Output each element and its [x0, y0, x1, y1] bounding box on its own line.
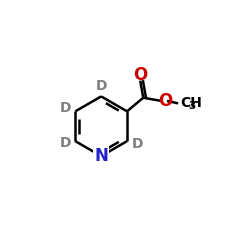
Text: CH: CH: [181, 96, 203, 110]
Text: D: D: [60, 102, 71, 116]
Text: D: D: [60, 136, 71, 150]
Text: O: O: [158, 92, 172, 110]
Text: O: O: [133, 66, 147, 84]
Text: D: D: [132, 137, 143, 151]
Text: N: N: [94, 147, 108, 165]
Text: 3: 3: [188, 101, 196, 111]
Text: D: D: [96, 80, 107, 94]
